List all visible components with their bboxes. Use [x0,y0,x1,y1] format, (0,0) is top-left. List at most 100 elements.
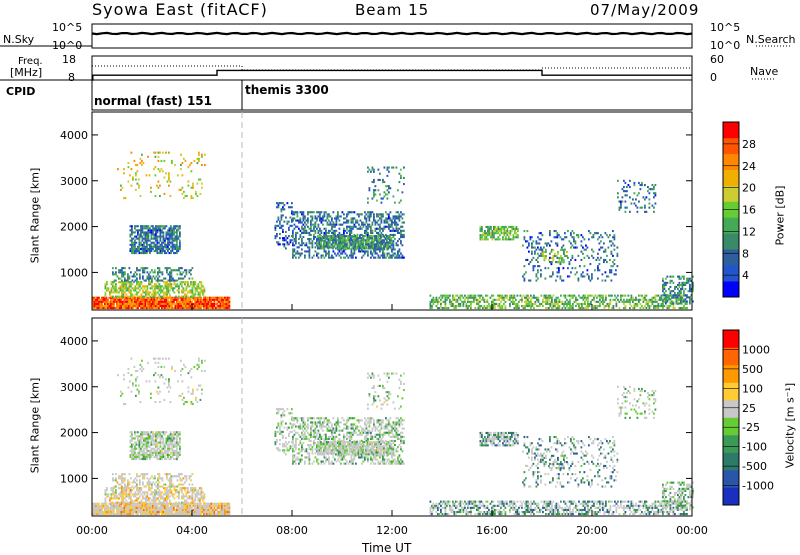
power-cell [623,186,625,188]
power-cell [599,236,601,238]
power-cell [367,202,369,204]
power-cell [604,301,606,303]
power-cell [149,240,151,242]
power-cell [499,303,501,305]
power-cell [127,273,129,275]
power-cell [530,261,532,263]
power-cell [640,307,642,309]
power-cell [229,305,231,307]
power-cell [454,297,456,299]
power-cell [396,242,398,244]
power-cell [584,238,586,240]
power-cell [587,297,589,299]
power-cell [159,170,161,172]
power-cell [661,297,663,299]
power-cell [403,234,405,236]
power-cell [680,302,682,304]
power-cell [578,255,580,257]
power-cell [431,307,433,309]
power-cell [132,179,134,181]
power-cell [346,232,348,234]
velocity-cell [181,489,183,491]
power-cell [297,250,299,252]
power-cell [148,238,150,240]
power-cell [201,164,203,166]
power-cell [542,299,544,301]
power-cell [320,241,322,243]
power-cell [191,195,193,197]
power-cell [229,301,231,303]
power-cell [466,303,468,305]
power-cell [345,230,347,232]
power-cell [294,213,296,215]
power-cell [602,236,604,238]
power-cell [375,257,377,259]
power-cell [312,257,314,259]
power-cell [533,269,535,271]
power-cell [623,303,625,305]
power-cell [603,242,605,244]
power-cell [306,244,308,246]
power-cell [511,230,513,232]
power-cell [553,295,555,297]
velocity-cell [159,500,161,502]
power-cell [608,236,610,238]
power-cell [132,176,134,178]
power-cell [361,213,363,215]
power-cell [186,294,188,296]
velocity-cell [229,503,231,505]
velocity-cell [193,502,195,504]
power-cell [647,186,649,188]
power-cell [287,202,289,204]
power-cell [164,160,166,162]
power-cell [300,234,302,236]
power-cell [643,196,645,198]
power-cell [301,253,303,255]
power-cell [369,189,371,191]
power-cell [186,273,188,275]
power-cell [528,242,530,244]
velocity-cell [131,435,133,437]
power-cell [136,267,138,269]
power-cell [493,301,495,303]
power-cell [307,226,309,228]
power-cell [342,224,344,226]
power-cell [161,252,163,254]
velocity-cell [186,500,188,502]
power-cell [340,243,342,245]
power-cell [115,283,117,285]
power-cell [570,247,572,249]
power-cell [290,217,292,219]
power-cell [597,253,599,255]
power-cell [376,222,378,224]
power-cell [608,275,610,277]
power-cell [312,242,314,244]
power-cell [551,261,553,263]
power-cell [108,287,110,289]
power-cell [298,238,300,240]
power-cell [452,303,454,305]
velocity-cell [117,495,119,497]
power-cell [310,238,312,240]
power-cell [291,206,293,208]
power-cell [157,278,159,280]
power-cell [391,239,393,241]
power-cell [281,227,283,229]
power-cell [536,259,538,261]
power-cell [142,289,144,291]
power-cell [370,257,372,259]
velocity-cell [144,493,146,495]
power-cell [554,305,556,307]
power-cell [144,287,146,289]
power-cell [557,257,559,259]
power-cell [304,255,306,257]
power-cell [652,303,654,305]
power-cell [567,257,569,259]
power-cell [201,154,203,156]
power-cell [537,257,539,259]
power-cell [631,295,633,297]
power-cell [162,152,164,154]
power-cell [183,291,185,293]
power-cell [605,232,607,234]
power-cell [129,275,131,277]
